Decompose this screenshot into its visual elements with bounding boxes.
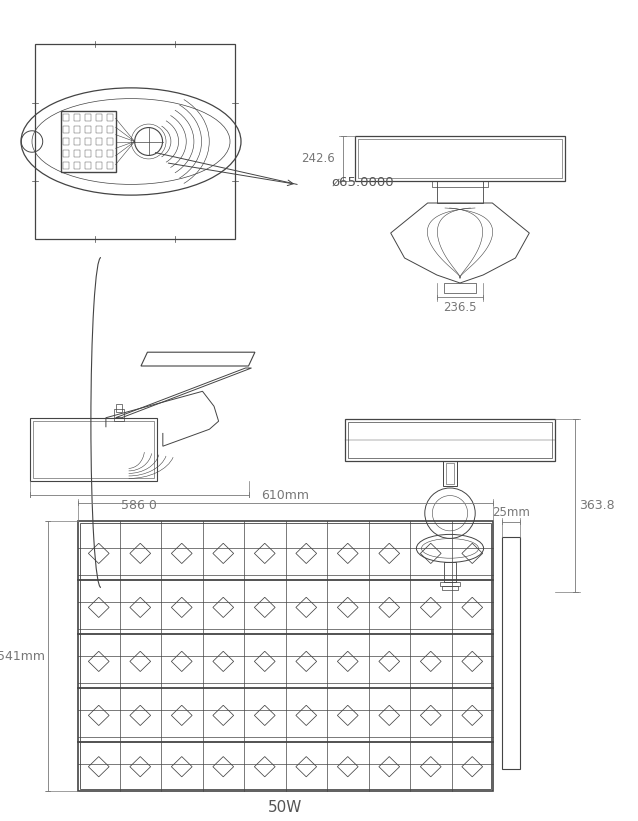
Bar <box>502 537 520 769</box>
Bar <box>96 139 102 144</box>
Bar <box>33 420 154 478</box>
Text: ø65.0000: ø65.0000 <box>332 176 395 189</box>
Bar <box>96 150 102 157</box>
Bar <box>85 150 91 157</box>
Bar <box>443 461 457 486</box>
Bar <box>80 523 491 789</box>
Bar <box>74 139 80 144</box>
Bar <box>63 126 69 132</box>
Bar <box>74 163 80 168</box>
Bar <box>442 586 457 590</box>
Bar <box>443 562 456 582</box>
Bar <box>355 136 565 181</box>
Bar <box>348 422 552 458</box>
Bar <box>437 181 483 203</box>
Bar <box>85 114 91 121</box>
Bar <box>61 112 115 172</box>
Bar <box>107 126 113 132</box>
Bar <box>114 409 124 420</box>
Text: 236.5: 236.5 <box>443 300 477 314</box>
Bar <box>96 114 102 121</box>
Bar <box>96 163 102 168</box>
Bar <box>63 114 69 121</box>
Bar <box>74 126 80 132</box>
Bar <box>85 126 91 132</box>
Text: 25mm: 25mm <box>492 507 530 520</box>
Bar <box>74 150 80 157</box>
Bar <box>30 418 156 481</box>
Text: 541mm: 541mm <box>0 649 45 663</box>
Bar <box>358 139 562 178</box>
Bar <box>432 181 488 187</box>
Bar <box>63 163 69 168</box>
Text: 50W: 50W <box>269 800 302 814</box>
Bar <box>115 404 122 412</box>
Bar <box>85 139 91 144</box>
Bar <box>74 114 80 121</box>
Bar <box>345 419 555 461</box>
Bar <box>107 114 113 121</box>
Bar <box>85 163 91 168</box>
Text: 586 0: 586 0 <box>121 498 157 511</box>
Bar <box>63 139 69 144</box>
Bar <box>63 150 69 157</box>
Bar <box>107 139 113 144</box>
Bar <box>444 283 476 293</box>
Bar <box>78 521 493 791</box>
Bar <box>440 582 460 586</box>
Bar <box>445 463 454 484</box>
Text: 363.8: 363.8 <box>579 499 615 512</box>
Bar <box>107 163 113 168</box>
Text: 242.6: 242.6 <box>301 152 335 165</box>
Text: 610mm: 610mm <box>262 488 309 502</box>
Bar <box>35 44 235 239</box>
Bar <box>107 150 113 157</box>
Bar <box>96 126 102 132</box>
